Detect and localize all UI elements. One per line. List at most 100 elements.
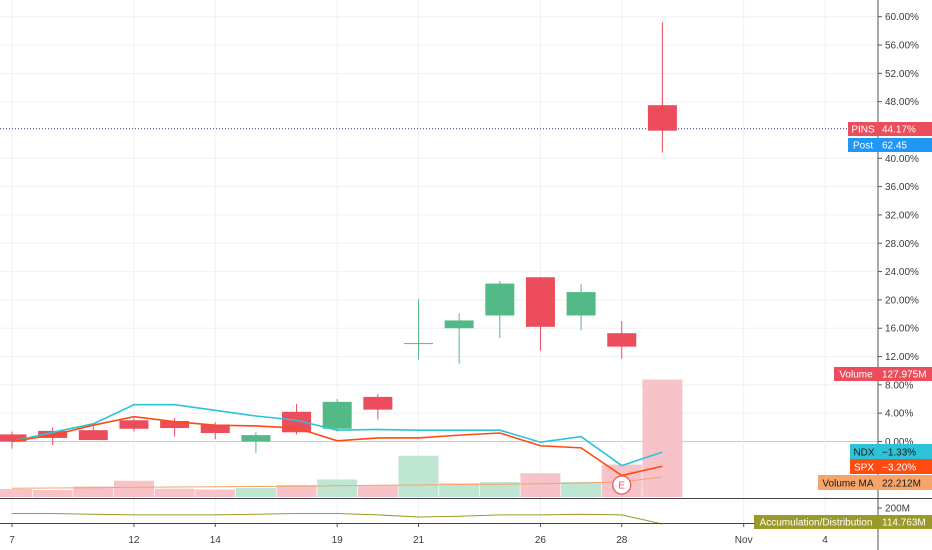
volume-tag-name-bg (834, 367, 878, 381)
volume-bar (195, 489, 236, 497)
grid (0, 0, 878, 523)
volume-bar (235, 488, 276, 497)
accdist-line (12, 513, 663, 525)
y-tick-label: 48.00% (885, 97, 919, 108)
y-tick-label: 56.00% (885, 41, 919, 52)
price-labels: PINS 44.17% Post 62.45 Volume 127.975M NDX −1.3… (754, 122, 932, 529)
y-tick-label: 20.00% (885, 295, 919, 306)
volume-bar (561, 482, 602, 497)
candle-body (404, 343, 433, 345)
volume-bar (32, 490, 73, 497)
candle-body (444, 320, 474, 329)
accdist-tag: Accumulation/Distribution 114.763M (754, 515, 932, 529)
volma-tag: Volume MA 22.212M (818, 475, 932, 490)
x-tick-label: 12 (128, 535, 140, 546)
volume-bar (357, 485, 398, 497)
accdist-tag-name: Accumulation/Distribution (760, 518, 873, 529)
candle-body (485, 283, 515, 316)
volume-bars (0, 379, 683, 525)
accdist-tag-value-bg (878, 515, 932, 529)
volume-tag-name: Volume (839, 370, 873, 381)
volume-ma-line (11, 476, 663, 489)
pins-tag-name-bg (848, 122, 878, 136)
volume-tag-value-bg (878, 367, 932, 381)
series-line-spx (11, 415, 663, 477)
volma-tag-name: Volume MA (822, 479, 873, 490)
volume-bar (0, 489, 32, 497)
volume-bar (113, 480, 154, 497)
volume-bar (276, 485, 317, 497)
pins-tag: PINS 44.17% (848, 122, 932, 136)
volume-tag-value: 127.975M (882, 370, 926, 381)
spx-tag-value: −3.20% (882, 463, 916, 474)
ndx-tag-value-bg (878, 444, 932, 459)
post-tag-value-bg (878, 138, 932, 152)
volume-bar (154, 488, 195, 497)
volume-tag: Volume 127.975M (834, 367, 932, 381)
candle-body (241, 435, 271, 442)
ndx-tag-value: −1.33% (882, 448, 916, 459)
spx-tag-value-bg (878, 459, 932, 474)
volume-bar (398, 455, 439, 497)
volume-bar (479, 482, 520, 497)
y-tick-label: 4.00% (885, 409, 913, 420)
post-tag-name: Post (853, 141, 873, 152)
x-tick-label: 4 (822, 535, 828, 546)
y-tick-label: 32.00% (885, 210, 919, 221)
ndx-tag: NDX −1.33% (850, 444, 932, 459)
volma-tag-value: 22.212M (882, 479, 921, 490)
pins-tag-name: PINS (851, 125, 875, 136)
candle-body (363, 396, 393, 410)
volma-tag-name-bg (818, 475, 878, 490)
x-tick-label: 19 (332, 535, 344, 546)
volume-bar (642, 379, 683, 497)
candle-body (160, 420, 190, 429)
x-tick-label: 28 (616, 535, 628, 546)
y-tick-label: 40.00% (885, 154, 919, 165)
pins-tag-value-bg (878, 122, 932, 136)
volume-bar (317, 479, 358, 497)
earnings-marker-label: E (618, 481, 625, 492)
y-tick-label: 0.00% (885, 437, 913, 448)
accdist-tag-name-bg (754, 515, 878, 529)
earnings-marker (612, 475, 632, 495)
volume-bar (520, 473, 561, 497)
x-tick-label: 7 (9, 535, 15, 546)
comparison-lines: E (11, 403, 663, 495)
series-line-ndx (11, 403, 663, 467)
volume-bar (73, 486, 114, 497)
spx-tag: SPX −3.20% (850, 459, 932, 474)
y-tick-label: 8.00% (885, 380, 913, 391)
post-tag-name-bg (848, 138, 878, 152)
x-tick-label: Nov (735, 535, 753, 546)
spx-tag-name-bg (850, 459, 878, 474)
candle-body (200, 424, 230, 434)
spx-tag-name: SPX (854, 463, 874, 474)
candle-body (647, 105, 677, 131)
candle-body (566, 292, 596, 316)
ndx-tag-name-bg (850, 444, 878, 459)
volma-tag-value-bg (878, 475, 932, 490)
candle-body (119, 420, 149, 429)
y-tick-label: 12.00% (885, 352, 919, 363)
lower-axis-label: 200M (885, 504, 910, 515)
y-tick-label: 28.00% (885, 239, 919, 250)
volume-bar (439, 483, 480, 497)
accdist-tag-value: 114.763M (882, 518, 926, 529)
x-tick-label: 21 (413, 535, 425, 546)
candle-body (322, 401, 352, 429)
y-tick-label: 36.00% (885, 182, 919, 193)
ndx-tag-name: NDX (853, 448, 874, 459)
pins-tag-value: 44.17% (882, 125, 916, 136)
y-tick-label: 16.00% (885, 324, 919, 335)
x-tick-label: 26 (535, 535, 547, 546)
candle-body (78, 430, 108, 441)
candle-body (607, 333, 637, 347)
candles (0, 22, 677, 453)
candle-body (0, 434, 27, 442)
candle-body (525, 277, 555, 327)
post-tag-value: 62.45 (882, 141, 907, 152)
y-tick-label: 60.00% (885, 12, 919, 23)
